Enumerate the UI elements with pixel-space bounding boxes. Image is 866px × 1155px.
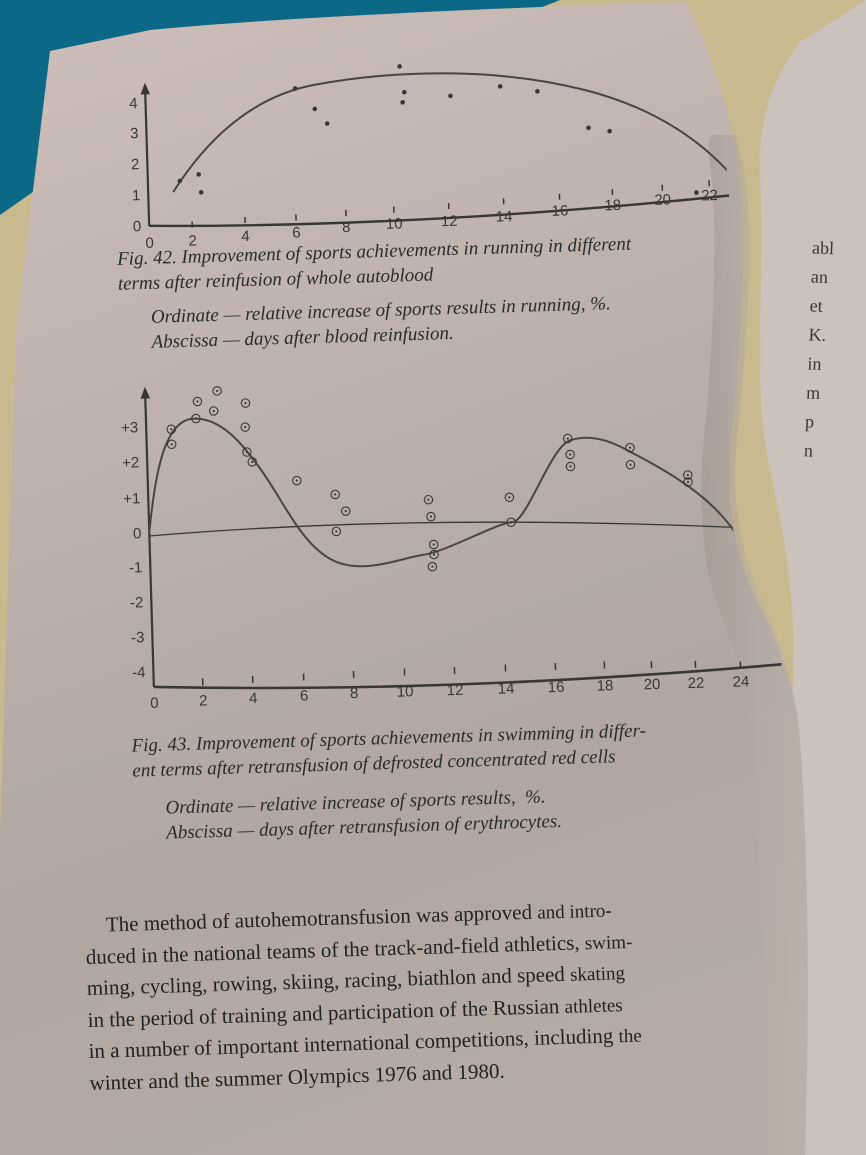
svg-text:2: 2 [131, 156, 140, 173]
svg-text:12: 12 [441, 213, 458, 230]
svg-text:10: 10 [386, 215, 403, 232]
svg-text:24: 24 [732, 673, 749, 690]
svg-text:20: 20 [654, 191, 671, 208]
svg-text:-1: -1 [129, 559, 143, 576]
svg-text:6: 6 [300, 687, 309, 704]
svg-text:2: 2 [199, 692, 208, 709]
svg-text:4: 4 [129, 95, 138, 112]
svg-text:1: 1 [132, 187, 141, 204]
svg-text:16: 16 [551, 202, 568, 219]
svg-text:+3: +3 [121, 419, 139, 437]
svg-text:18: 18 [596, 677, 613, 694]
svg-text:+2: +2 [122, 454, 140, 472]
svg-text:0: 0 [150, 695, 159, 712]
svg-text:+1: +1 [123, 490, 141, 508]
svg-text:8: 8 [350, 685, 359, 702]
svg-text:18: 18 [604, 197, 621, 214]
svg-text:16: 16 [547, 679, 564, 696]
svg-text:22: 22 [687, 675, 704, 692]
svg-text:8: 8 [342, 219, 351, 236]
svg-text:0: 0 [133, 218, 142, 235]
svg-text:20: 20 [643, 676, 660, 693]
svg-text:12: 12 [447, 682, 464, 699]
svg-text:10: 10 [397, 683, 414, 700]
svg-text:3: 3 [130, 125, 139, 142]
svg-text:6: 6 [292, 224, 301, 241]
svg-text:0: 0 [133, 525, 142, 542]
svg-text:-4: -4 [132, 664, 146, 681]
svg-text:14: 14 [497, 680, 514, 697]
svg-text:14: 14 [495, 208, 512, 225]
svg-text:-2: -2 [130, 594, 144, 611]
svg-text:22: 22 [701, 187, 718, 204]
svg-text:4: 4 [249, 690, 258, 707]
svg-text:-3: -3 [131, 629, 145, 646]
